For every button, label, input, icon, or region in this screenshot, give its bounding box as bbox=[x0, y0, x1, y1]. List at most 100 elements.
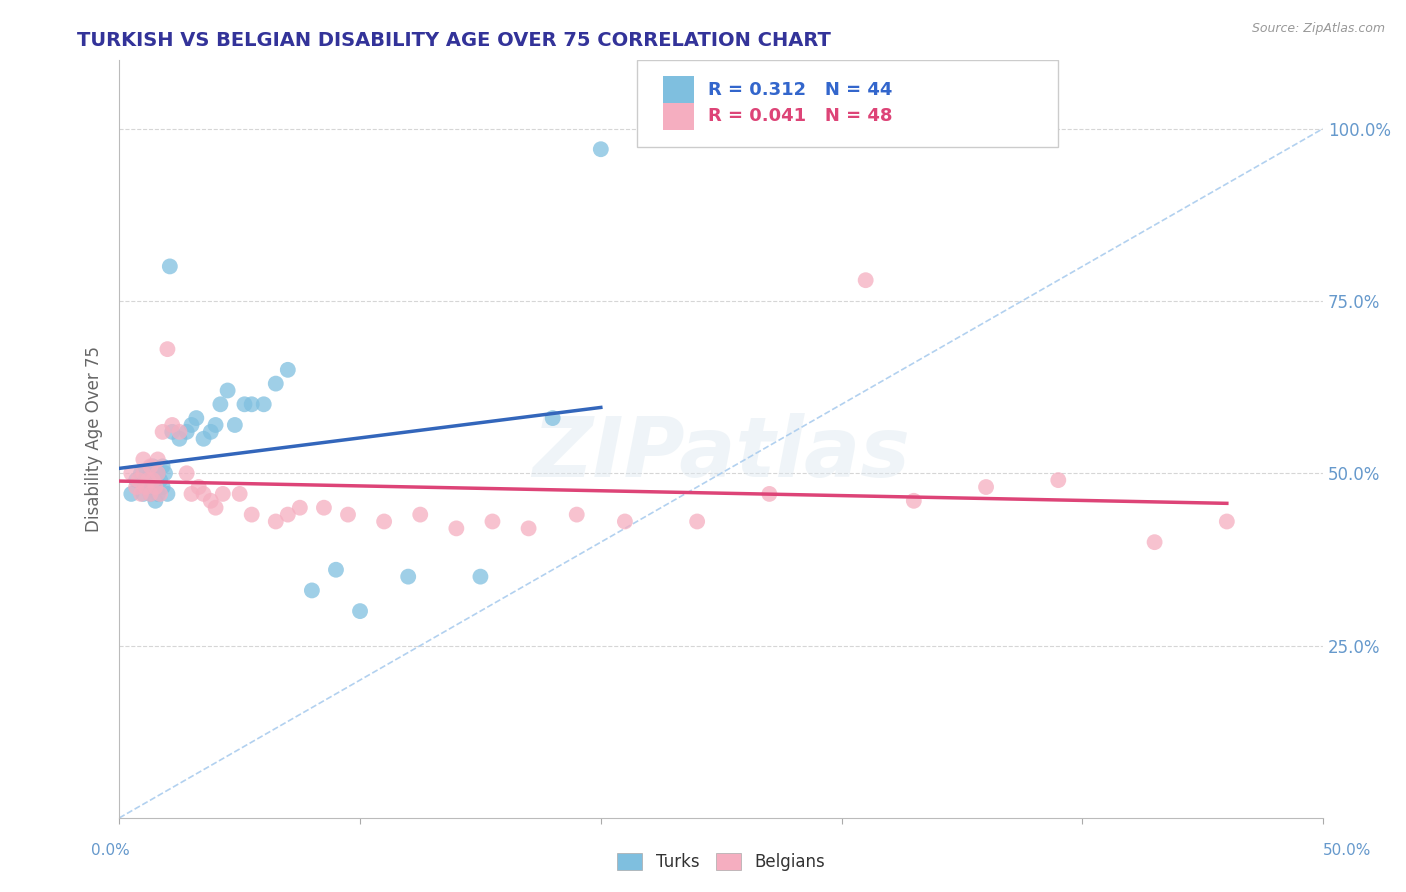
Point bbox=[264, 515, 287, 529]
Point bbox=[149, 473, 172, 487]
Point bbox=[120, 487, 142, 501]
Point bbox=[686, 515, 709, 529]
Point bbox=[176, 425, 198, 439]
Point bbox=[169, 425, 191, 439]
Point bbox=[1047, 473, 1070, 487]
Point bbox=[129, 487, 152, 501]
Text: TURKISH VS BELGIAN DISABILITY AGE OVER 75 CORRELATION CHART: TURKISH VS BELGIAN DISABILITY AGE OVER 7… bbox=[77, 31, 831, 50]
Point bbox=[589, 142, 612, 156]
Text: ZIPatlas: ZIPatlas bbox=[533, 413, 910, 494]
Point bbox=[613, 515, 636, 529]
Point bbox=[204, 417, 226, 432]
FancyBboxPatch shape bbox=[637, 60, 1059, 147]
Point bbox=[187, 480, 209, 494]
Point bbox=[903, 493, 925, 508]
Point bbox=[136, 480, 159, 494]
Text: 0.0%: 0.0% bbox=[91, 843, 131, 858]
Point bbox=[145, 467, 167, 481]
Point bbox=[149, 487, 172, 501]
Point bbox=[288, 500, 311, 515]
Point bbox=[1143, 535, 1166, 549]
Point bbox=[132, 467, 155, 481]
Point bbox=[176, 467, 198, 481]
Point bbox=[396, 569, 419, 583]
Point bbox=[200, 425, 222, 439]
Point bbox=[142, 480, 165, 494]
Point bbox=[152, 459, 174, 474]
Point bbox=[312, 500, 335, 515]
Point bbox=[146, 487, 169, 501]
Text: R = 0.041   N = 48: R = 0.041 N = 48 bbox=[709, 107, 893, 126]
Point bbox=[253, 397, 276, 411]
Point bbox=[162, 425, 184, 439]
Point bbox=[139, 467, 162, 481]
Point bbox=[156, 342, 179, 356]
Point bbox=[224, 417, 246, 432]
Point bbox=[373, 515, 395, 529]
Point bbox=[180, 487, 202, 501]
Point bbox=[132, 452, 155, 467]
Point bbox=[159, 260, 181, 274]
Point bbox=[1216, 515, 1239, 529]
Point bbox=[125, 473, 148, 487]
Point bbox=[565, 508, 588, 522]
Point bbox=[169, 432, 191, 446]
Point bbox=[470, 569, 492, 583]
Point bbox=[325, 563, 347, 577]
Point bbox=[129, 467, 152, 481]
Point bbox=[139, 487, 162, 501]
Point bbox=[228, 487, 250, 501]
Point bbox=[974, 480, 997, 494]
Point bbox=[180, 417, 202, 432]
Point bbox=[204, 500, 226, 515]
Point bbox=[209, 397, 232, 411]
Point bbox=[152, 425, 174, 439]
Point bbox=[139, 487, 162, 501]
Point bbox=[152, 480, 174, 494]
Point bbox=[125, 480, 148, 494]
Point bbox=[135, 480, 157, 494]
Point bbox=[446, 521, 468, 535]
Text: 50.0%: 50.0% bbox=[1323, 843, 1371, 858]
Point bbox=[186, 411, 208, 425]
Point bbox=[349, 604, 371, 618]
Point bbox=[145, 493, 167, 508]
Y-axis label: Disability Age Over 75: Disability Age Over 75 bbox=[86, 346, 103, 532]
Point bbox=[136, 473, 159, 487]
Point bbox=[541, 411, 564, 425]
Point bbox=[193, 432, 215, 446]
Point bbox=[139, 459, 162, 474]
Point bbox=[240, 397, 263, 411]
Point bbox=[146, 467, 169, 481]
Point bbox=[277, 508, 299, 522]
Point bbox=[217, 384, 239, 398]
Point bbox=[855, 273, 877, 287]
Point bbox=[162, 417, 184, 432]
Point bbox=[120, 467, 142, 481]
Point bbox=[128, 473, 150, 487]
Point bbox=[153, 467, 176, 481]
Point bbox=[132, 467, 155, 481]
Point bbox=[146, 467, 169, 481]
Point bbox=[156, 487, 179, 501]
Point bbox=[409, 508, 432, 522]
Point bbox=[240, 508, 263, 522]
Point bbox=[337, 508, 360, 522]
Text: R = 0.312   N = 44: R = 0.312 N = 44 bbox=[709, 81, 893, 99]
Point bbox=[481, 515, 503, 529]
Point bbox=[758, 487, 780, 501]
Legend: Turks, Belgians: Turks, Belgians bbox=[610, 847, 832, 878]
Point bbox=[146, 452, 169, 467]
Point bbox=[264, 376, 287, 391]
Point bbox=[132, 487, 155, 501]
Point bbox=[145, 480, 167, 494]
Point bbox=[277, 363, 299, 377]
Point bbox=[301, 583, 323, 598]
Point bbox=[142, 473, 165, 487]
Point bbox=[135, 473, 157, 487]
Point bbox=[142, 459, 165, 474]
Point bbox=[517, 521, 540, 535]
FancyBboxPatch shape bbox=[664, 103, 693, 130]
Text: Source: ZipAtlas.com: Source: ZipAtlas.com bbox=[1251, 22, 1385, 36]
Point bbox=[233, 397, 256, 411]
